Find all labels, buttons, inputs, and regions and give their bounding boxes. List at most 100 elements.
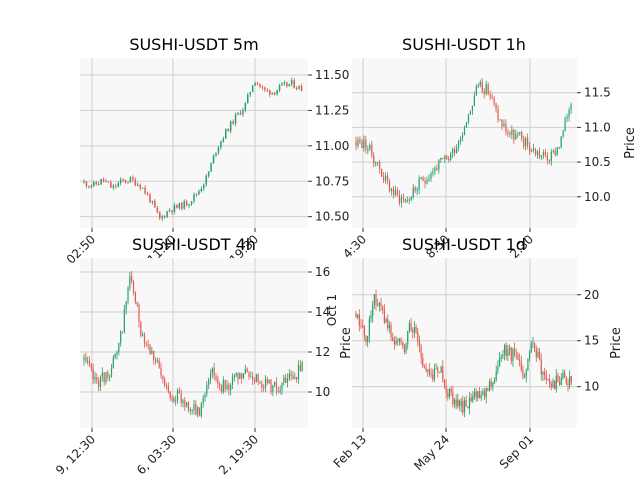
candle-body — [513, 129, 515, 140]
candle-body — [144, 187, 146, 194]
candle-body — [85, 357, 87, 361]
chart-panel-1h: SUSHI-USDT 1h 10.010.511.011.54:30 8:30 2:… — [340, 35, 638, 261]
candle-body — [507, 131, 509, 134]
candle-body — [387, 319, 389, 328]
candle-body — [540, 359, 542, 375]
candle-body — [397, 340, 399, 342]
candle-body — [377, 304, 379, 306]
candle-body — [440, 157, 442, 160]
candle-body — [222, 138, 225, 142]
x-tick-label: Sep 01 — [497, 432, 536, 471]
candle-body — [557, 375, 559, 382]
candles — [355, 289, 572, 418]
candle-body — [453, 399, 456, 404]
candle-body — [189, 410, 191, 412]
candle-body — [203, 184, 205, 189]
candle-body — [490, 381, 492, 387]
candle-body — [568, 110, 570, 118]
candle-body — [224, 380, 226, 389]
candle-body — [227, 128, 229, 132]
candle-body — [428, 178, 430, 181]
candle-body — [162, 375, 164, 380]
candle-body — [420, 177, 422, 179]
candle-body — [502, 354, 504, 357]
candle-body — [550, 384, 552, 388]
candle-body — [503, 345, 506, 355]
candle-body — [436, 167, 438, 170]
candle-body — [140, 322, 142, 336]
candle-body — [207, 171, 210, 176]
y-tick-label: 11.50 — [315, 68, 349, 82]
candle-body — [132, 177, 134, 180]
candle-body — [554, 150, 556, 155]
candle-body — [470, 397, 472, 401]
candle-body — [432, 374, 434, 380]
candle-body — [398, 195, 401, 203]
plot-area — [80, 258, 308, 428]
candle-body — [93, 182, 95, 187]
candle-body — [246, 368, 248, 373]
candle-body — [440, 366, 442, 373]
candle-body — [142, 334, 144, 336]
candle-body — [241, 373, 243, 379]
candle-body — [493, 379, 496, 383]
candle-body — [465, 122, 468, 128]
candle-body — [168, 210, 171, 212]
candle-body — [254, 83, 256, 86]
candle-body — [390, 188, 393, 192]
candle-body — [532, 343, 534, 345]
y-tick-label: 14 — [315, 305, 330, 319]
candle-body — [378, 302, 380, 306]
candle-body — [468, 397, 471, 409]
candle-body — [562, 131, 564, 137]
candle-body — [213, 367, 215, 377]
candle-body — [359, 139, 361, 143]
candle-body — [452, 392, 454, 404]
candle-body — [119, 179, 122, 184]
candle-body — [116, 351, 118, 355]
candle-body — [137, 184, 139, 186]
candle-body — [534, 343, 536, 350]
candle-body — [491, 96, 493, 98]
candle-body — [141, 187, 144, 189]
candle-body — [296, 377, 298, 380]
candle-body — [88, 186, 90, 188]
candle-body — [294, 377, 296, 379]
candle-body — [523, 377, 526, 379]
candle-body — [532, 148, 535, 150]
candle-body — [426, 180, 428, 184]
candle-body — [233, 375, 235, 378]
candle-body — [438, 159, 440, 170]
candle-body — [402, 342, 404, 346]
candle-body — [205, 175, 207, 185]
candle-body — [550, 151, 552, 162]
candle-body — [477, 391, 479, 398]
candle-body — [371, 144, 373, 156]
candle-body — [517, 133, 519, 135]
candle-body — [103, 372, 105, 383]
candle-body — [367, 336, 369, 343]
candle-body — [549, 379, 551, 385]
candle-body — [244, 368, 246, 374]
candle-body — [448, 388, 451, 397]
candle-body — [393, 340, 395, 344]
y-tick-label: 12 — [315, 345, 330, 359]
candle-body — [183, 201, 185, 209]
candle-body — [395, 340, 397, 344]
candle-body — [405, 343, 407, 352]
candle-body — [425, 367, 427, 371]
candle-body — [182, 400, 184, 403]
candle-body — [555, 375, 557, 390]
candle-body — [143, 334, 146, 344]
candle-body — [127, 182, 129, 184]
candle-body — [383, 176, 385, 181]
chart-panel-5m: SUSHI-USDT 5m 10.5010.7511.0011.2511.500… — [64, 35, 350, 267]
candle-body — [459, 137, 462, 142]
candle-body — [115, 185, 117, 187]
candle-body — [357, 139, 359, 146]
candle-body — [117, 183, 119, 187]
candle-body — [290, 373, 292, 376]
candle-body — [163, 216, 166, 218]
candle-body — [272, 385, 274, 392]
